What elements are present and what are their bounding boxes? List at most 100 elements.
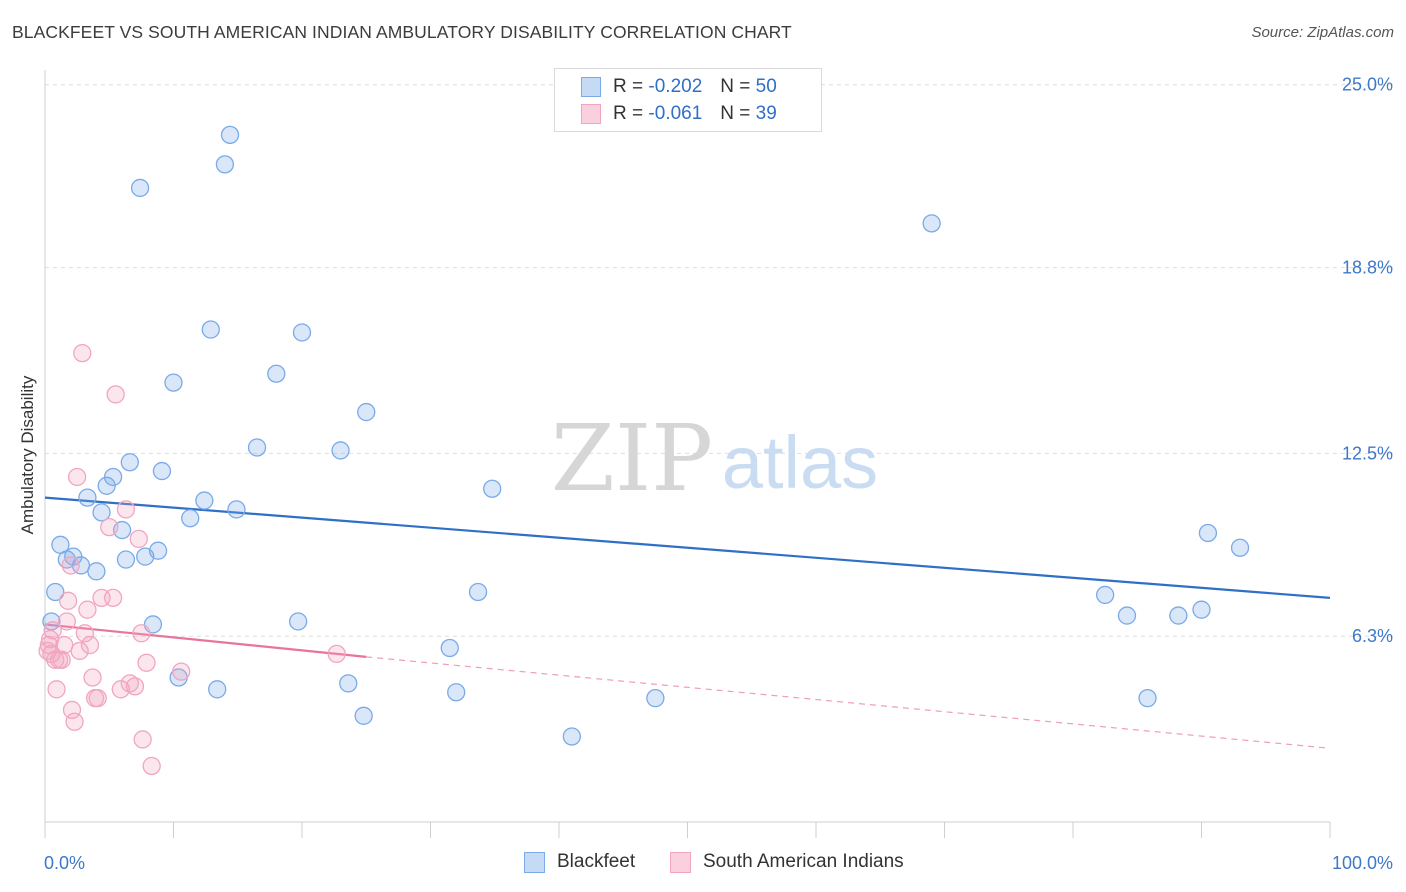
legend-n-value: 50: [755, 76, 777, 97]
point-blackfeet: [1192, 600, 1211, 619]
point-south-american-indians: [65, 712, 84, 731]
point-blackfeet: [220, 125, 240, 145]
point-blackfeet: [46, 582, 65, 602]
series-swatch-blackfeet: [524, 851, 545, 873]
point-blackfeet: [646, 688, 665, 708]
legend-swatch-blackfeet: [581, 77, 601, 97]
series-label-blackfeet: Blackfeet: [557, 851, 636, 872]
trend-line-south-american-indians: [44, 623, 367, 658]
point-south-american-indians: [106, 385, 125, 404]
point-blackfeet: [130, 178, 150, 198]
legend-r-label: R =: [613, 103, 644, 124]
y-tick-labels: 6.3% 12.5% 18.8% 25.0%: [1342, 75, 1393, 646]
point-south-american-indians: [103, 588, 123, 608]
point-south-american-indians: [67, 467, 87, 487]
point-blackfeet: [1169, 606, 1188, 625]
point-south-american-indians: [100, 517, 119, 537]
series-legend-south-american-indians: South American Indians: [670, 851, 904, 873]
point-blackfeet: [1138, 688, 1157, 708]
y-tick-label: 25.0%: [1342, 75, 1393, 95]
point-south-american-indians: [120, 674, 139, 693]
series-swatch-south-american-indians: [670, 851, 691, 873]
grid-lines: [45, 84, 1395, 637]
point-south-american-indians: [327, 644, 346, 664]
legend-r-value: -0.061: [648, 103, 703, 124]
point-south-american-indians: [116, 500, 136, 519]
point-blackfeet: [292, 323, 312, 342]
point-blackfeet: [215, 155, 235, 174]
point-blackfeet: [339, 674, 358, 693]
point-south-american-indians: [78, 600, 97, 619]
legend-n-label: N =: [720, 76, 751, 97]
watermark-zip: ZIP: [551, 405, 713, 512]
point-south-american-indians: [75, 624, 94, 643]
point-blackfeet: [208, 680, 227, 699]
point-blackfeet: [181, 509, 200, 528]
point-blackfeet: [267, 364, 286, 383]
point-blackfeet: [92, 503, 111, 522]
point-south-american-indians: [111, 680, 130, 699]
y-axis-label: Ambulatory Disability: [18, 375, 37, 535]
y-tick-label: 18.8%: [1342, 258, 1393, 278]
y-tick-label: 6.3%: [1352, 626, 1393, 646]
point-blackfeet: [78, 488, 97, 507]
point-blackfeet: [164, 373, 183, 392]
point-blackfeet: [152, 461, 172, 481]
point-blackfeet: [247, 438, 267, 457]
x-tick-labels: 0.0% 100.0%: [44, 853, 1393, 873]
point-blackfeet: [103, 467, 123, 487]
series-label-south-american-indians: South American Indians: [703, 851, 904, 872]
point-south-american-indians: [73, 343, 92, 363]
point-south-american-indians: [61, 556, 80, 575]
point-south-american-indians: [88, 688, 107, 708]
point-blackfeet: [357, 402, 376, 422]
source-label: Source: ZipAtlas.com: [1251, 24, 1394, 41]
point-blackfeet: [87, 562, 106, 581]
point-south-american-indians: [137, 653, 156, 672]
legend-row-south-american-indians: R = -0.061 N = 39: [581, 100, 777, 128]
point-south-american-indians: [57, 612, 76, 631]
point-south-american-indians: [129, 529, 148, 549]
trend-extension-south-american-indians: [366, 656, 1331, 749]
point-blackfeet: [922, 214, 941, 233]
legend-row-blackfeet: R = -0.202 N = 50: [581, 73, 777, 101]
legend-r-label: R =: [613, 76, 644, 97]
legend-swatch-south-american-indians: [581, 104, 601, 124]
series-legend-blackfeet: Blackfeet: [524, 851, 635, 873]
point-blackfeet: [331, 441, 350, 460]
point-blackfeet: [468, 582, 488, 602]
point-blackfeet: [1117, 606, 1137, 625]
point-south-american-indians: [62, 700, 82, 720]
stats-legend: R = -0.202 N = 50 R = -0.061 N = 39: [554, 68, 822, 132]
point-south-american-indians: [55, 635, 74, 655]
point-south-american-indians: [43, 621, 62, 640]
point-south-american-indians: [133, 730, 152, 749]
point-blackfeet: [354, 706, 373, 725]
data-points: [38, 125, 1250, 776]
x-tick-label: 0.0%: [44, 853, 85, 873]
point-south-american-indians: [172, 662, 191, 681]
point-south-american-indians: [47, 680, 66, 699]
trend-line-blackfeet: [44, 496, 1331, 599]
point-blackfeet: [201, 320, 220, 339]
point-south-american-indians: [125, 677, 145, 696]
point-blackfeet: [1198, 523, 1218, 543]
legend-n-value: 39: [755, 103, 777, 124]
point-blackfeet: [447, 683, 466, 702]
chart-title: BLACKFEET VS SOUTH AMERICAN INDIAN AMBUL…: [12, 22, 792, 42]
point-south-american-indians: [52, 650, 71, 669]
point-south-american-indians: [83, 668, 102, 687]
point-south-american-indians: [142, 756, 161, 776]
point-blackfeet: [440, 638, 459, 658]
point-south-american-indians: [132, 624, 151, 643]
point-south-american-indians: [70, 641, 89, 661]
watermark-atlas: atlas: [722, 421, 878, 504]
point-blackfeet: [195, 491, 214, 510]
x-tick-label: 100.0%: [1332, 853, 1393, 873]
axes: [44, 70, 1331, 838]
point-blackfeet: [1095, 585, 1115, 605]
point-blackfeet: [1230, 538, 1250, 557]
point-south-american-indians: [58, 591, 78, 610]
point-blackfeet: [227, 500, 246, 519]
point-south-american-indians: [46, 650, 65, 669]
